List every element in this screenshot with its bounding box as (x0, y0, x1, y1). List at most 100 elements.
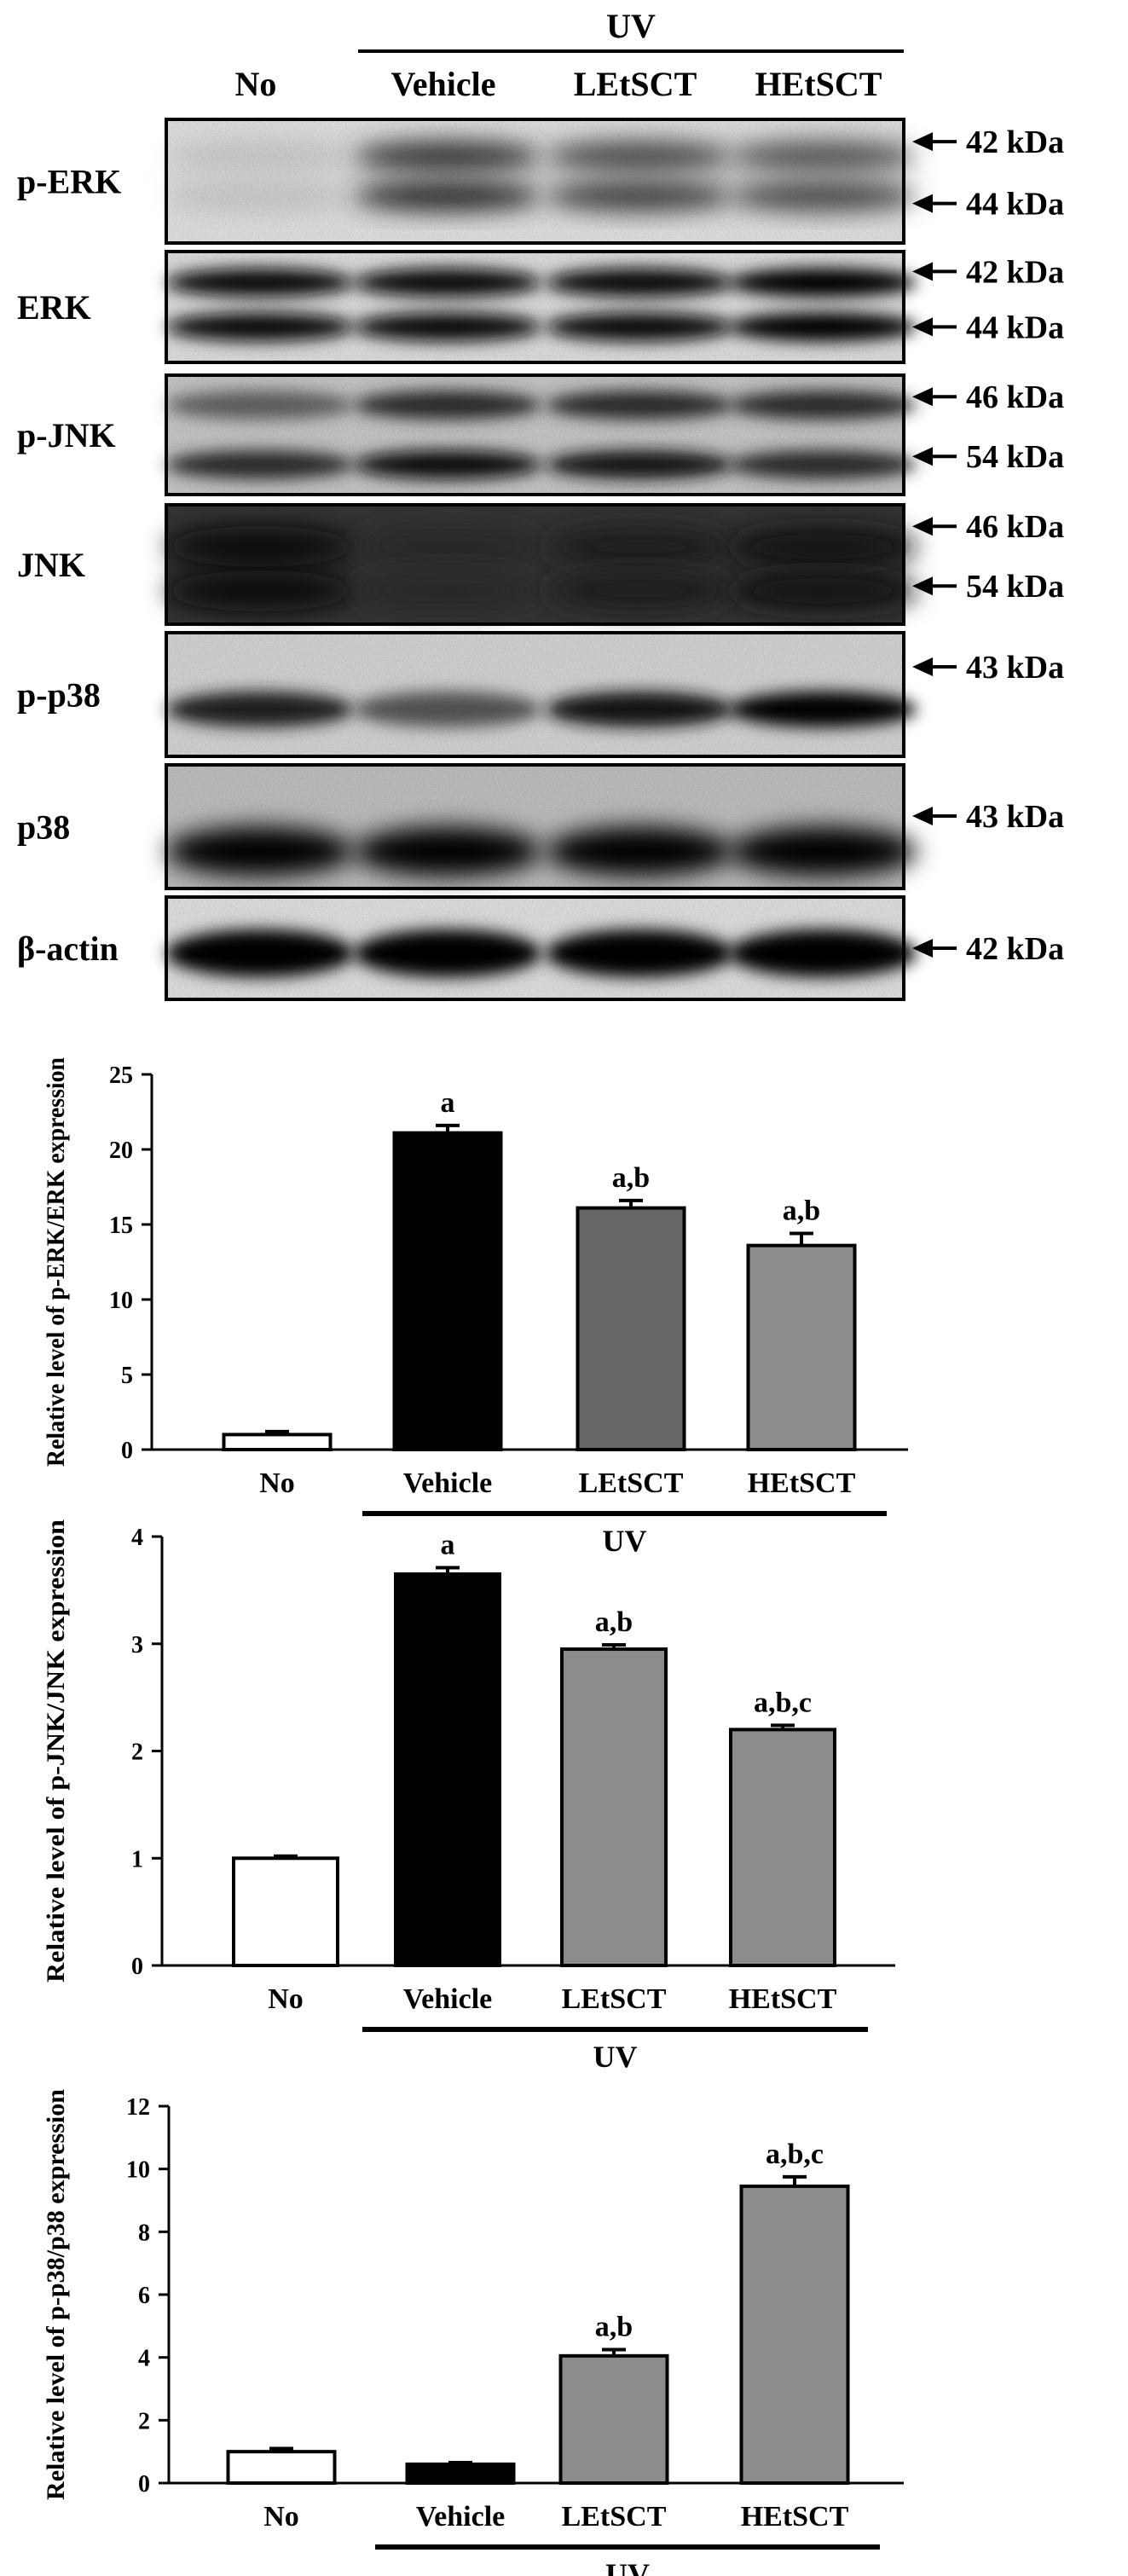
arrow-head (912, 517, 933, 536)
significance-label: a,b,c (754, 1687, 812, 1718)
marker-size-label: 44 kDa (966, 187, 1064, 223)
blot-row-label: β-actin (17, 929, 119, 968)
y-tick-label: 20 (109, 1137, 133, 1164)
blot-row-label: p-JNK (17, 416, 116, 454)
significance-label: a,b (595, 2311, 633, 2342)
significance-label: a (441, 1529, 455, 1560)
y-tick-label: 1 (131, 1846, 143, 1873)
arrow-head (912, 576, 933, 596)
x-tick-label: LEtSCT (579, 1467, 684, 1499)
marker-size-label: 42 kDa (966, 931, 1064, 967)
bar-chart-2: Relative level of p-JNK/JNK expression 0 1… (42, 1520, 895, 2074)
blot-row-label: p-p38 (17, 676, 101, 715)
x-tick-label: Vehicle (416, 2501, 506, 2533)
arrow-head (912, 387, 933, 407)
blot-row-actin: β-actin 42 kDa (17, 895, 1064, 1001)
bar (226, 2450, 337, 2486)
significance-label: a,b (595, 1606, 633, 1638)
blot-frame (165, 373, 905, 496)
y-tick-label: 0 (121, 1438, 133, 1464)
marker-size-label: 54 kDa (966, 439, 1064, 475)
western-blot-panel: p-ERK 42 kDa 44 kDa ERK 42 kDa 44 kDa p-JNK 46 … (17, 118, 1064, 1001)
blot-row-label: p38 (17, 808, 70, 847)
arrow-head (912, 939, 933, 958)
blot-grain (166, 252, 904, 362)
bar (746, 1243, 857, 1452)
blot-frame (165, 895, 905, 1001)
x-tick-label: No (268, 1983, 304, 2015)
bar-chart-1: Relative level of p-ERK/ERK expression 0 5… (42, 1057, 908, 1558)
x-tick-label: HEtSCT (729, 1983, 837, 2015)
blot-frame (165, 118, 905, 245)
x-tick-label: Vehicle (403, 1467, 493, 1499)
y-tick-label: 5 (121, 1363, 133, 1389)
blot-row-perk: p-ERK 42 kDa 44 kDa (17, 118, 1064, 245)
bar (232, 1856, 339, 1967)
marker-size-label: 42 kDa (966, 124, 1064, 160)
blot-frame (165, 763, 905, 890)
blot-grain (166, 375, 904, 495)
blot-row-label: JNK (17, 546, 85, 584)
blot-row-pjnk: p-JNK 46 kDa 54 kDa (17, 373, 1064, 496)
y-tick-label: 0 (131, 1954, 143, 1980)
blot-frame (165, 631, 905, 758)
marker-size-label: 43 kDa (966, 650, 1064, 686)
lane-label-no: No (235, 65, 277, 103)
y-tick-label: 3 (131, 1632, 143, 1658)
blot-grain (166, 633, 904, 756)
blot-grain (166, 765, 904, 889)
y-tick-label: 8 (138, 2220, 150, 2246)
x-tick-label: LEtSCT (562, 2501, 667, 2533)
marker-size-label: 54 kDa (966, 569, 1064, 605)
bar (560, 1647, 668, 1967)
arrow-head (912, 447, 933, 466)
blot-row-pp38: p-p38 43 kDa (17, 631, 1064, 758)
lane-label-hetsct: HEtSCT (755, 65, 882, 103)
y-tick-label: 2 (131, 1740, 143, 1766)
uv-group-label: UV (606, 7, 656, 45)
marker-size-label: 43 kDa (966, 799, 1064, 835)
blot-row-p38: p38 43 kDa (17, 763, 1064, 890)
blot-row-erk: ERK 42 kDa 44 kDa (17, 250, 1064, 364)
y-axis-label: Relative level of p-p38/p38 expression (42, 2089, 70, 2500)
lane-label-letsct: LEtSCT (574, 65, 697, 103)
x-tick-label: No (263, 2501, 299, 2533)
y-tick-label: 10 (109, 1288, 133, 1314)
bar (392, 1131, 503, 1451)
significance-label: a (441, 1087, 455, 1119)
uv-group-label: UV (603, 1524, 647, 1558)
blot-grain (166, 897, 904, 999)
blot-frame (165, 250, 905, 364)
bar (729, 1728, 836, 1967)
bar (558, 2353, 669, 2485)
significance-label: a,b (783, 1195, 820, 1227)
bar-chart-3: Relative level of p-p38/p38 expression 0 2… (42, 2089, 904, 2576)
blot-grain (166, 119, 904, 243)
y-tick-label: 6 (138, 2283, 150, 2309)
blot-row-label: p-ERK (17, 163, 121, 201)
blot-row-label: ERK (17, 288, 91, 327)
bar (576, 1206, 686, 1451)
x-tick-label: HEtSCT (748, 1467, 856, 1499)
y-tick-label: 2 (138, 2408, 150, 2434)
arrow-head (912, 317, 933, 337)
x-tick-label: LEtSCT (562, 1983, 667, 2015)
lane-label-vehicle: Vehicle (391, 65, 496, 103)
arrow-head (912, 807, 933, 825)
uv-group-label: UV (593, 2040, 638, 2074)
marker-size-label: 42 kDa (966, 254, 1064, 290)
y-tick-label: 15 (109, 1213, 133, 1239)
y-tick-label: 12 (126, 2094, 150, 2121)
arrow-head (912, 132, 933, 152)
bar (394, 1572, 501, 1967)
blot-frame (165, 503, 905, 626)
bar (739, 2184, 850, 2486)
bar (405, 2462, 516, 2485)
uv-group-label: UV (605, 2557, 650, 2576)
significance-label: a,b,c (766, 2139, 824, 2170)
arrow-head (912, 194, 933, 213)
blot-row-jnk: JNK 46 kDa 54 kDa (17, 503, 1064, 626)
marker-size-label: 44 kDa (966, 310, 1064, 345)
marker-size-label: 46 kDa (966, 509, 1064, 545)
